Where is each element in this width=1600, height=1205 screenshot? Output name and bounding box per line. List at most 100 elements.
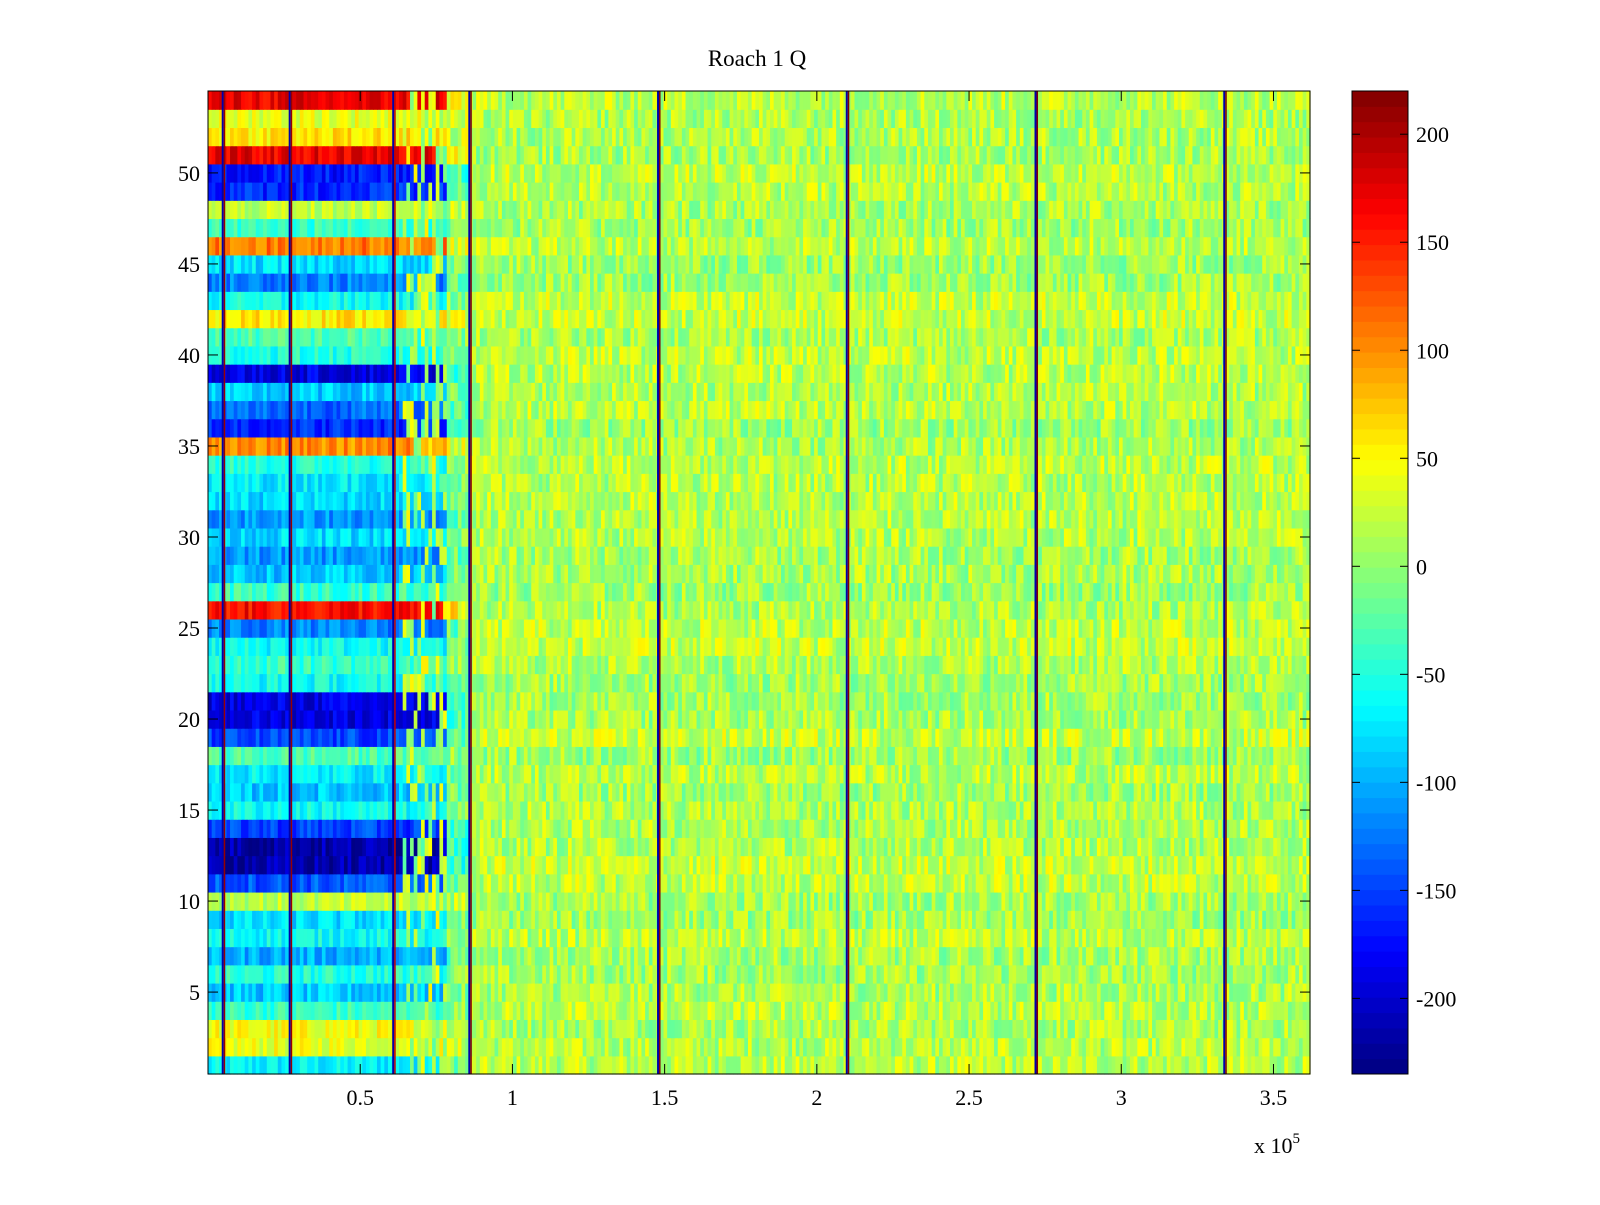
heatmap-cell — [891, 891, 896, 911]
heatmap-cell — [1115, 855, 1120, 875]
heatmap-cell — [905, 1001, 911, 1020]
heatmap-cell — [803, 946, 808, 966]
heatmap-cell — [237, 946, 242, 966]
heatmap-cell — [847, 928, 852, 948]
heatmap-cell — [990, 946, 995, 966]
heatmap-cell — [1100, 1001, 1105, 1020]
heatmap-cell — [1265, 982, 1271, 1002]
heatmap-cell — [861, 964, 867, 984]
heatmap-cell — [553, 800, 558, 820]
heatmap-cell — [421, 800, 426, 820]
heatmap-cell — [1218, 910, 1223, 929]
heatmap-cell — [266, 928, 272, 948]
heatmap-cell — [299, 873, 305, 893]
heatmap-cell — [560, 982, 565, 1002]
heatmap-cell — [266, 891, 272, 911]
heatmap-cell — [1082, 1055, 1087, 1075]
heatmap-cell — [237, 982, 242, 1002]
heatmap-cell — [443, 800, 448, 820]
heatmap-cell — [494, 764, 499, 784]
heatmap-cell — [252, 964, 257, 984]
heatmap-cell — [931, 855, 936, 875]
heatmap-cell — [479, 928, 485, 948]
heatmap-cell — [795, 1037, 800, 1057]
heatmap-cell — [1067, 1055, 1072, 1075]
heatmap-cell — [1067, 1019, 1072, 1039]
heatmap-cell — [685, 800, 690, 820]
heatmap-cell — [832, 800, 837, 820]
heatmap-cell — [310, 891, 316, 911]
heatmap-cell — [762, 1019, 767, 1039]
heatmap-cell — [542, 1001, 547, 1020]
heatmap-cell — [803, 837, 808, 857]
heatmap-cell — [1126, 819, 1131, 838]
heatmap-cell — [307, 1055, 312, 1075]
heatmap-cell — [685, 873, 690, 893]
heatmap-cell — [1074, 891, 1080, 911]
heatmap-cell — [248, 819, 253, 838]
heatmap-cell — [1163, 982, 1168, 1002]
heatmap-cell — [634, 982, 639, 1002]
heatmap-cell — [1210, 819, 1216, 838]
heatmap-cell — [924, 964, 929, 984]
heatmap-cell — [946, 873, 951, 893]
heatmap-cell — [707, 1001, 712, 1020]
heatmap-cell — [674, 837, 679, 857]
heatmap-cell — [527, 800, 532, 820]
heatmap-cell — [523, 891, 529, 911]
heatmap-cell — [1287, 800, 1293, 820]
heatmap-cell — [880, 964, 885, 984]
heatmap-cell — [523, 1037, 529, 1057]
heatmap-cell — [1041, 819, 1047, 838]
heatmap-cell — [792, 928, 797, 948]
heatmap-cell — [946, 855, 951, 875]
heatmap-cell — [825, 855, 830, 875]
heatmap-cell — [997, 928, 1003, 948]
heatmap-cell — [843, 1055, 848, 1075]
heatmap-cell — [1038, 800, 1043, 820]
heatmap-cell — [1181, 873, 1186, 893]
heatmap-cell — [347, 837, 352, 857]
heatmap-cell — [255, 837, 261, 857]
heatmap-cell — [248, 891, 253, 911]
heatmap-cell — [920, 837, 925, 857]
heatmap-cell — [545, 819, 551, 838]
heatmap-cell — [410, 1019, 415, 1039]
heatmap-cell — [913, 982, 918, 1002]
heatmap-cell — [365, 782, 371, 802]
heatmap-cell — [369, 1001, 374, 1020]
heatmap-cell — [626, 964, 632, 984]
heatmap-cell — [689, 964, 694, 984]
heatmap-cell — [387, 928, 393, 948]
heatmap-cell — [446, 1019, 452, 1039]
heatmap-cell — [979, 837, 984, 857]
heatmap-cell — [604, 910, 609, 929]
heatmap-cell — [1276, 891, 1282, 911]
heatmap-cell — [1100, 928, 1105, 948]
heatmap-cell — [836, 891, 841, 911]
heatmap-cell — [1012, 1019, 1017, 1039]
heatmap-cell — [421, 764, 426, 784]
heatmap-cell — [208, 1055, 213, 1075]
heatmap-cell — [659, 819, 665, 838]
heatmap-cell — [883, 764, 889, 784]
heatmap-cell — [806, 891, 812, 911]
heatmap-cell — [1284, 782, 1289, 802]
heatmap-cell — [1254, 855, 1260, 875]
heatmap-cell — [883, 782, 889, 802]
heatmap-cell — [1005, 1055, 1010, 1075]
heatmap-cell — [534, 764, 540, 784]
heatmap-cell — [428, 964, 433, 984]
heatmap-cell — [784, 855, 789, 875]
heatmap-cell — [1067, 800, 1072, 820]
heatmap-cell — [751, 1055, 756, 1075]
heatmap-cell — [560, 855, 565, 875]
heatmap-cell — [1137, 1037, 1142, 1057]
heatmap-cell — [410, 837, 415, 857]
heatmap-cell — [722, 855, 727, 875]
heatmap-cell — [946, 946, 951, 966]
heatmap-cell — [887, 1055, 892, 1075]
heatmap-cell — [803, 1001, 808, 1020]
heatmap-cell — [1133, 1037, 1138, 1057]
heatmap-cell — [593, 946, 598, 966]
